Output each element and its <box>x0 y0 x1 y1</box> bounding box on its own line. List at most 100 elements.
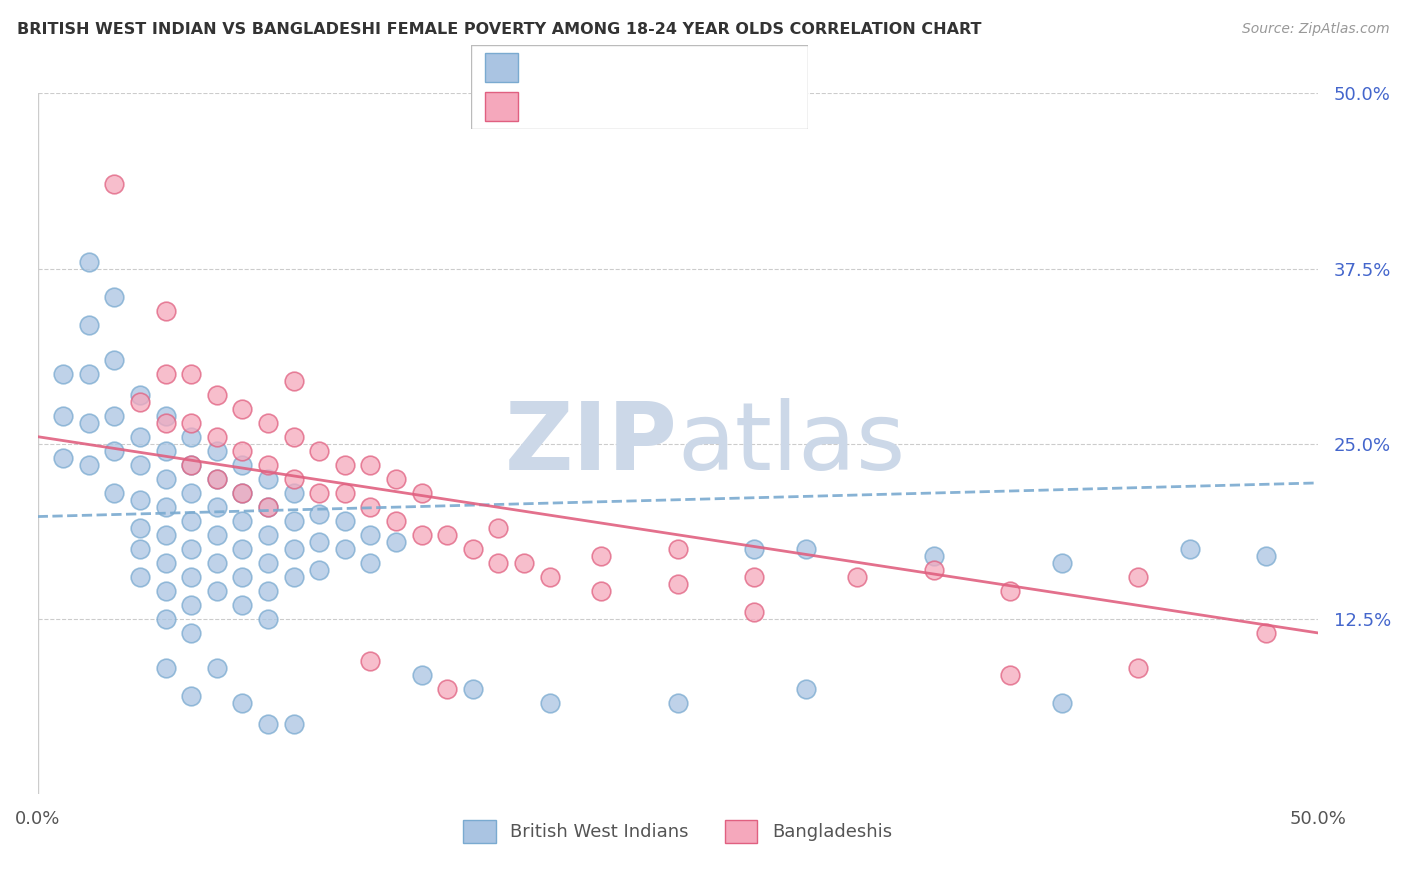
Point <box>359 458 381 472</box>
Point <box>77 318 100 332</box>
Point <box>180 541 202 556</box>
Point <box>385 514 408 528</box>
Point <box>103 352 125 367</box>
Point <box>129 541 152 556</box>
Text: R =  0.009   N = 83: R = 0.009 N = 83 <box>531 58 745 77</box>
Point <box>283 374 305 388</box>
Point <box>180 430 202 444</box>
Point <box>283 514 305 528</box>
Point <box>129 492 152 507</box>
Point <box>180 458 202 472</box>
Point <box>231 401 253 416</box>
Point <box>180 598 202 612</box>
Point <box>231 485 253 500</box>
Point <box>231 443 253 458</box>
Point <box>333 485 356 500</box>
Point <box>155 303 177 318</box>
Point <box>538 696 561 710</box>
Point <box>333 541 356 556</box>
Point <box>180 514 202 528</box>
Point <box>589 583 612 598</box>
Point <box>744 541 766 556</box>
Point <box>155 528 177 542</box>
Point <box>1256 549 1278 563</box>
Point <box>129 458 152 472</box>
Point <box>205 556 228 570</box>
Point <box>77 254 100 268</box>
Point <box>744 605 766 619</box>
Point <box>1256 625 1278 640</box>
Point <box>794 541 817 556</box>
Point <box>231 570 253 584</box>
Point <box>129 521 152 535</box>
Point <box>385 534 408 549</box>
Point <box>129 430 152 444</box>
Point <box>257 500 280 514</box>
Point <box>205 661 228 675</box>
Point <box>205 500 228 514</box>
FancyBboxPatch shape <box>471 45 808 129</box>
Point <box>1128 570 1150 584</box>
Point <box>589 549 612 563</box>
Point <box>103 485 125 500</box>
Point <box>180 625 202 640</box>
Point <box>257 717 280 731</box>
Point <box>333 458 356 472</box>
Point <box>385 472 408 486</box>
Point <box>103 178 125 192</box>
Point <box>308 443 330 458</box>
Point <box>257 528 280 542</box>
Point <box>283 570 305 584</box>
Point <box>231 485 253 500</box>
Point <box>52 450 75 465</box>
Point <box>436 528 458 542</box>
Point <box>231 598 253 612</box>
Point <box>922 563 945 577</box>
Point <box>103 409 125 423</box>
Point <box>180 458 202 472</box>
Point <box>461 681 484 696</box>
Point <box>155 409 177 423</box>
Point <box>52 409 75 423</box>
Text: BRITISH WEST INDIAN VS BANGLADESHI FEMALE POVERTY AMONG 18-24 YEAR OLDS CORRELAT: BRITISH WEST INDIAN VS BANGLADESHI FEMAL… <box>17 22 981 37</box>
Point <box>52 367 75 381</box>
Point <box>205 528 228 542</box>
Point <box>666 577 689 591</box>
FancyBboxPatch shape <box>485 92 519 120</box>
Point <box>155 500 177 514</box>
Point <box>283 717 305 731</box>
Point <box>359 654 381 668</box>
Point <box>257 458 280 472</box>
Point <box>1000 668 1022 682</box>
Point <box>231 514 253 528</box>
Point <box>411 668 433 682</box>
Point <box>1050 696 1073 710</box>
Point <box>77 416 100 430</box>
Point <box>283 472 305 486</box>
Point <box>257 500 280 514</box>
Point <box>1000 583 1022 598</box>
Point <box>180 689 202 703</box>
Point <box>205 430 228 444</box>
Point <box>1128 661 1150 675</box>
Point <box>308 507 330 521</box>
Point <box>155 661 177 675</box>
Point <box>257 416 280 430</box>
Point <box>359 528 381 542</box>
Point <box>257 556 280 570</box>
Point <box>283 485 305 500</box>
Point <box>205 583 228 598</box>
Point <box>155 472 177 486</box>
Point <box>129 570 152 584</box>
Point <box>845 570 868 584</box>
Text: R = -0.285   N = 51: R = -0.285 N = 51 <box>531 97 745 116</box>
Point <box>461 541 484 556</box>
Point <box>411 528 433 542</box>
Point <box>922 549 945 563</box>
Point <box>155 367 177 381</box>
Point <box>257 583 280 598</box>
Point <box>129 387 152 401</box>
Point <box>513 556 536 570</box>
Point <box>308 563 330 577</box>
Point <box>180 416 202 430</box>
